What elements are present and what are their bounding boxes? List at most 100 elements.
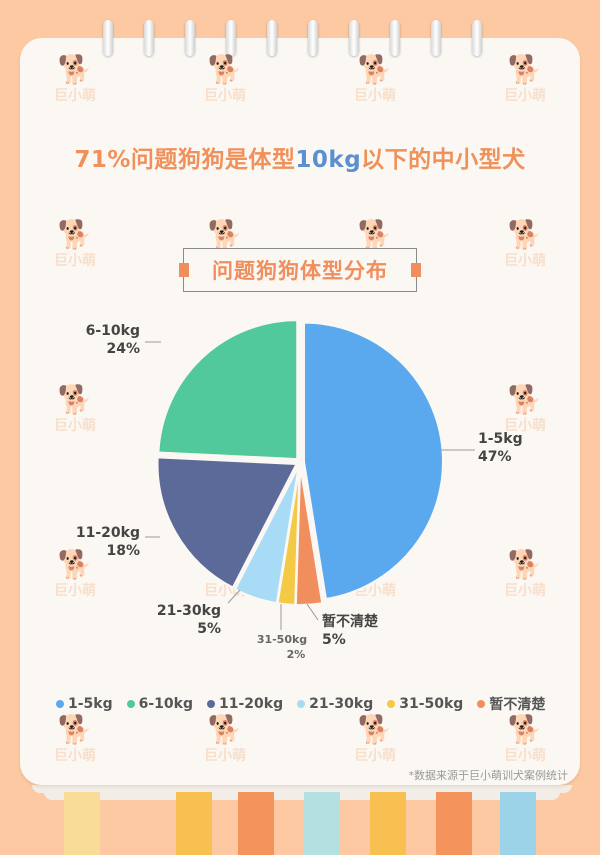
binder-ring (308, 20, 318, 56)
dog-icon: 🐕 (507, 218, 543, 251)
watermark-text: 巨小萌 (54, 253, 96, 269)
slice-percent-label: 2% (287, 648, 306, 661)
dog-icon: 🐕 (207, 53, 243, 86)
title-box-accent-left (179, 263, 189, 277)
legend-item: 21-30kg (297, 694, 373, 714)
dog-icon: 🐕 (57, 383, 93, 416)
index-tab (436, 792, 472, 855)
slice-percent-label: 5% (197, 621, 221, 637)
slice-percent-label: 5% (322, 632, 346, 648)
slice-label: 31-50kg (257, 633, 307, 646)
legend-dot-icon (387, 700, 396, 708)
watermark-text: 巨小萌 (504, 253, 546, 269)
watermark-text: 巨小萌 (54, 748, 96, 764)
legend-item: 6-10kg (126, 694, 193, 714)
binder-ring (267, 20, 277, 56)
index-tab (500, 792, 536, 855)
slice-leader-line (306, 603, 319, 621)
dog-icon: 🐕 (357, 53, 393, 86)
binder-ring (185, 20, 195, 56)
slice-label: 暂不清楚 (322, 613, 379, 630)
index-tab (64, 792, 100, 855)
watermark-logo: 🐕 巨小萌 (40, 385, 110, 435)
legend-label: 31-50kg (399, 696, 464, 712)
legend-label: 1-5kg (68, 696, 113, 712)
headline-part2: 以下的中小型犬 (361, 147, 526, 173)
watermark-text: 巨小萌 (504, 418, 546, 434)
watermark-logo: 🐕 巨小萌 (490, 55, 560, 105)
dog-icon: 🐕 (357, 713, 393, 746)
watermark-logo: 🐕 巨小萌 (40, 55, 110, 105)
watermark-text: 巨小萌 (354, 748, 396, 764)
watermark-logo: 🐕 巨小萌 (490, 715, 560, 765)
legend-item: 1-5kg (56, 694, 113, 714)
index-tab (370, 792, 406, 855)
dog-icon: 🐕 (57, 218, 93, 251)
legend-dot-icon (126, 700, 135, 708)
slice-label: 11-20kg (76, 525, 140, 541)
legend-label: 11-20kg (219, 696, 284, 712)
watermark-logo: 🐕 巨小萌 (340, 55, 410, 105)
watermark-logo: 🐕 巨小萌 (190, 55, 260, 105)
legend-label: 暂不清楚 (489, 697, 546, 713)
pie-slice (157, 319, 299, 461)
legend-item: 11-20kg (207, 694, 283, 714)
watermark-text: 巨小萌 (54, 88, 96, 104)
dog-icon: 🐕 (207, 218, 243, 251)
dog-icon: 🐕 (207, 713, 243, 746)
pie-slice (233, 465, 300, 605)
slice-percent-label: 18% (106, 543, 140, 559)
slice-label: 6-10kg (86, 323, 140, 339)
legend-item: 暂不清楚 (477, 694, 545, 714)
index-tab (238, 792, 274, 855)
dog-icon: 🐕 (57, 713, 93, 746)
legend-dot-icon (477, 700, 486, 708)
card-stack-edge-1 (32, 785, 572, 793)
binder-ring (349, 20, 359, 56)
watermark-text: 巨小萌 (204, 88, 246, 104)
watermark-logo: 🐕 巨小萌 (490, 385, 560, 435)
watermark-logo: 🐕 巨小萌 (40, 220, 110, 270)
watermark-logo: 🐕 巨小萌 (190, 715, 260, 765)
binder-ring (431, 20, 441, 56)
watermark-logo: 🐕 巨小萌 (490, 550, 560, 600)
legend-item: 31-50kg (387, 694, 463, 714)
dog-icon: 🐕 (507, 383, 543, 416)
watermark-text: 巨小萌 (354, 88, 396, 104)
dog-icon: 🐕 (57, 548, 93, 581)
watermark-logo: 🐕 巨小萌 (490, 220, 560, 270)
watermark-logo: 🐕 巨小萌 (40, 715, 110, 765)
watermark-text: 巨小萌 (204, 748, 246, 764)
chart-legend: 1-5kg 6-10kg 11-20kg 21-30kg 31-50kg 暂不清楚 (56, 694, 545, 714)
chart-title-box: 问题狗狗体型分布 (179, 248, 421, 292)
legend-label: 21-30kg (309, 696, 374, 712)
slice-label: 21-30kg (157, 603, 221, 619)
notebook-card (20, 38, 580, 785)
watermark-text: 巨小萌 (54, 418, 96, 434)
watermark-logo: 🐕 巨小萌 (40, 550, 110, 600)
legend-dot-icon (207, 700, 215, 708)
card-stack-edge-2 (44, 792, 560, 800)
headline-highlight: 10kg (295, 147, 362, 173)
binder-ring (472, 20, 482, 56)
title-box-accent-right (411, 263, 421, 277)
chart-title: 问题狗狗体型分布 (212, 259, 388, 283)
dog-icon: 🐕 (507, 53, 543, 86)
binder-ring (103, 20, 113, 56)
dog-icon: 🐕 (357, 218, 393, 251)
legend-dot-icon (297, 700, 306, 708)
dog-icon: 🐕 (57, 53, 93, 86)
watermark-text: 巨小萌 (504, 748, 546, 764)
index-tab (176, 792, 212, 855)
watermark-text: 巨小萌 (54, 583, 96, 599)
slice-leader-line (227, 589, 241, 604)
headline: 71%问题狗狗是体型10kg以下的中小型犬 (0, 140, 600, 174)
slice-label: 1-5kg (478, 431, 523, 447)
headline-part1: 71%问题狗狗是体型 (74, 147, 296, 173)
watermark-text: 巨小萌 (504, 88, 546, 104)
index-tab (304, 792, 340, 855)
pie-slice (156, 456, 299, 589)
dog-icon: 🐕 (507, 713, 543, 746)
legend-dot-icon (56, 700, 64, 708)
